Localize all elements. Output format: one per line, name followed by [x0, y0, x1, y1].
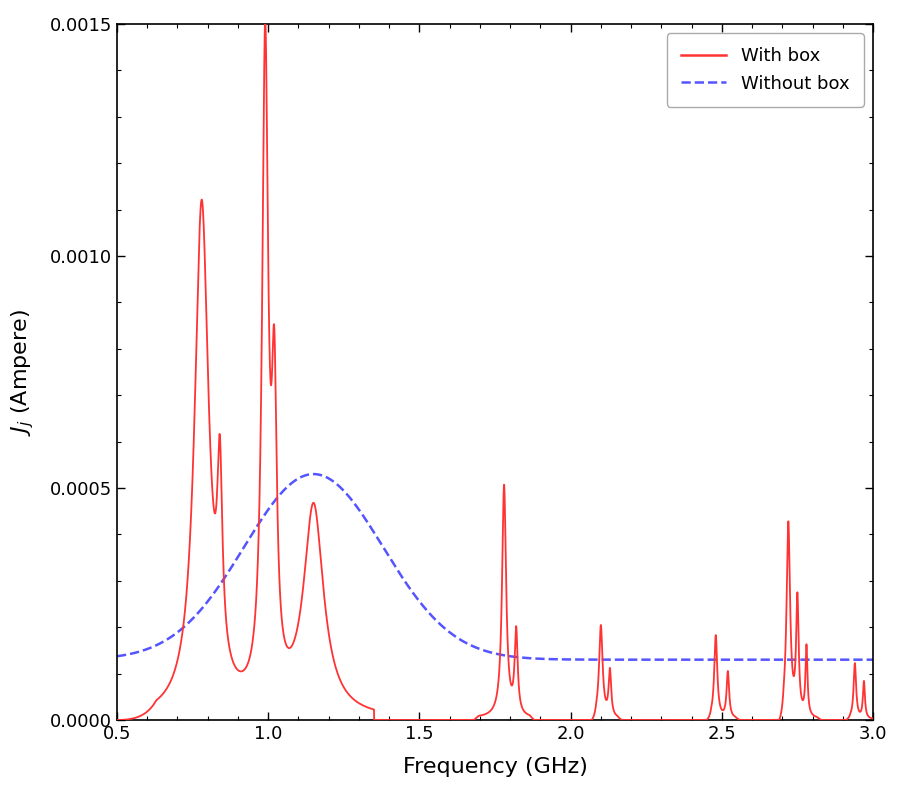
Without box [559, 654, 570, 664]
Without box [385, 554, 396, 564]
With box [112, 715, 122, 725]
Without box [868, 655, 878, 665]
Without box [592, 655, 603, 665]
Line: Without box: Without box [117, 474, 873, 660]
Without box [308, 470, 319, 479]
With box [385, 715, 396, 725]
With box [390, 715, 400, 725]
Y-axis label: $J_j$ (Ampere): $J_j$ (Ampere) [9, 309, 36, 435]
Without box [672, 655, 683, 665]
Without box [713, 655, 724, 665]
Line: With box: With box [117, 21, 873, 720]
With box [713, 681, 724, 690]
Without box [149, 641, 160, 650]
With box [149, 698, 160, 707]
Without box [112, 651, 122, 661]
X-axis label: Frequency (GHz): Frequency (GHz) [402, 757, 588, 777]
With box [559, 715, 570, 725]
With box [592, 687, 603, 697]
With box [868, 714, 878, 723]
With box [672, 715, 683, 725]
Legend: With box, Without box: With box, Without box [667, 33, 864, 107]
With box [260, 16, 271, 26]
